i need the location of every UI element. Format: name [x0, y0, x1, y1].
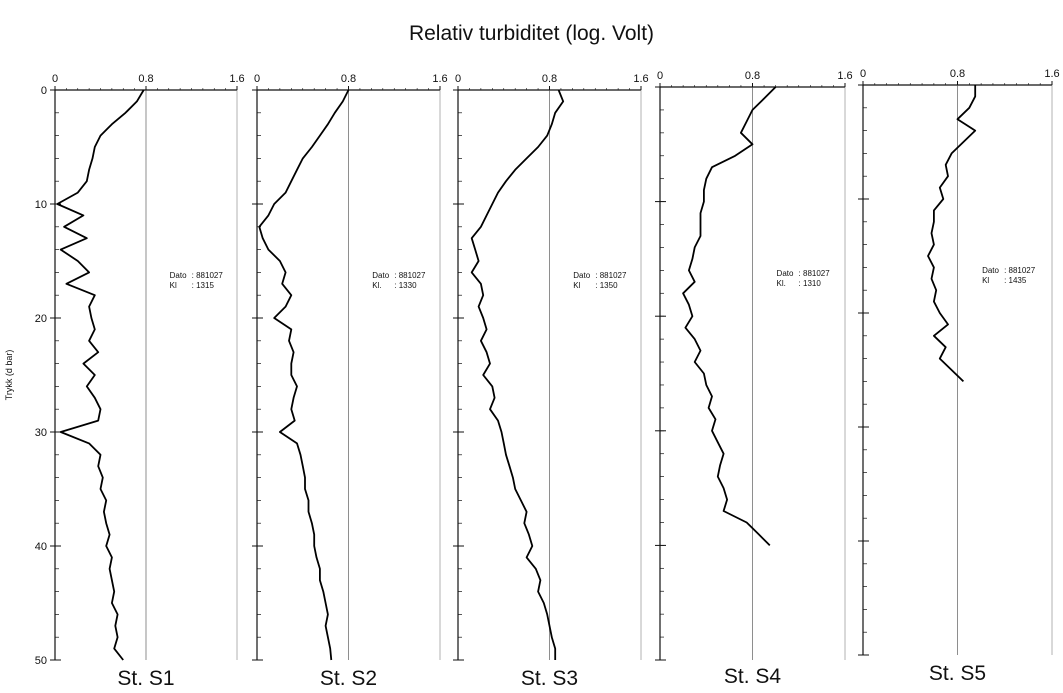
panel-1-dato-label: Dato — [170, 271, 187, 280]
chart-title: Relativ turbiditet (log. Volt) — [408, 22, 655, 45]
panel-1-x-tick-label: 0.8 — [138, 73, 153, 85]
panel-1-dato-value: : 881027 — [192, 271, 224, 280]
panel-4-kl-value: : 1310 — [799, 279, 822, 288]
panel-3-dato-value: : 881027 — [595, 271, 627, 280]
panel-5-kl-label: Kl — [982, 276, 989, 285]
panel-4-x-tick-label: 0.8 — [745, 70, 760, 82]
panel-2-x-tick-label: 1.6 — [432, 73, 447, 85]
panel-1-kl-label: Kl — [170, 281, 177, 290]
panel-2-kl-value: : 1330 — [394, 281, 417, 290]
panel-3-x-tick-label: 0.8 — [542, 73, 557, 85]
panel-3-kl-value: : 1350 — [595, 281, 618, 290]
panel-3-x-tick-label: 1.6 — [633, 73, 648, 85]
panel-1-x-tick-label: 1.6 — [229, 73, 244, 85]
panel-5-dato-value: : 881027 — [1004, 266, 1036, 275]
panel-5-x-tick-label: 0.8 — [950, 68, 965, 80]
panel-4-x-tick-label: 0 — [657, 70, 663, 82]
panel-5-dato-label: Dato — [982, 266, 999, 275]
panel-3-turbidity-line — [470, 89, 565, 660]
y-tick-label: 50 — [35, 655, 47, 667]
panel-2-kl-label: Kl. — [372, 281, 381, 290]
panel-2-turbidity-line — [258, 89, 350, 661]
panel-3-kl-label: Kl — [573, 281, 580, 290]
y-tick-label: 40 — [35, 541, 47, 553]
panel-4-x-tick-label: 1.6 — [837, 70, 852, 82]
panel-5-station-label: St. S5 — [929, 662, 986, 685]
y-tick-label: 0 — [41, 85, 47, 97]
panel-3-x-tick-label: 0 — [455, 73, 461, 85]
panel-5-turbidity-line — [927, 85, 977, 383]
panel-3-dato-label: Dato — [573, 271, 590, 280]
panel-5-kl-value: : 1435 — [1004, 276, 1027, 285]
panel-1-station-label: St. S1 — [117, 667, 174, 690]
panel-4-kl-label: Kl. — [777, 279, 786, 288]
panel-2-dato-value: : 881027 — [394, 271, 426, 280]
panel-5-x-tick-label: 0 — [860, 68, 866, 80]
panel-1-x-tick-label: 0 — [52, 73, 58, 85]
panel-2-station-label: St. S2 — [320, 667, 377, 690]
panel-5-x-tick-label: 1.6 — [1044, 68, 1059, 80]
panel-1-kl-value: : 1315 — [192, 281, 215, 290]
y-tick-label: 30 — [35, 427, 47, 439]
panel-4-dato-label: Dato — [777, 269, 794, 278]
panel-4-station-label: St. S4 — [724, 665, 782, 688]
panel-2-x-tick-label: 0.8 — [341, 73, 356, 85]
y-axis-label: Trykk (d bar) — [4, 350, 14, 401]
panel-4-turbidity-line — [682, 86, 777, 547]
panel-2-dato-label: Dato — [372, 271, 389, 280]
panel-4-dato-value: : 881027 — [799, 269, 831, 278]
panel-2-x-tick-label: 0 — [254, 73, 260, 85]
y-tick-label: 20 — [35, 313, 47, 325]
panel-1-turbidity-line — [56, 89, 145, 661]
y-tick-label: 10 — [35, 199, 47, 211]
panel-3-station-label: St. S3 — [521, 667, 578, 690]
